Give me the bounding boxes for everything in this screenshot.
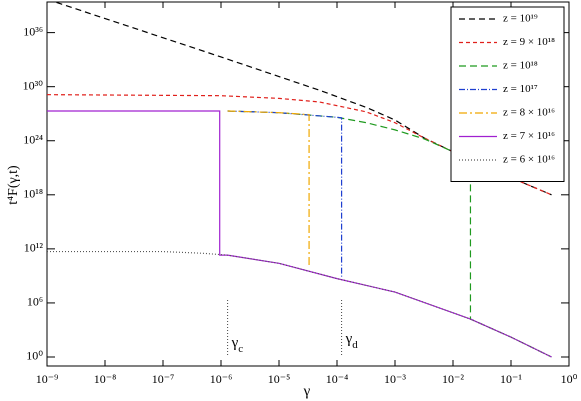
x-tick-label: 10⁰ — [561, 372, 578, 386]
plot-frame — [46, 1, 570, 367]
annotation-subscript: d — [352, 339, 358, 351]
x-tick-label: 10⁻⁹ — [36, 372, 59, 386]
x-tick-label: 10⁻⁷ — [152, 372, 175, 386]
y-axis-label: t⁴F(γ,t) — [6, 165, 21, 205]
legend-label: z = 6 × 10¹⁶ — [503, 154, 555, 166]
legend-label: z = 10¹⁹ — [503, 13, 538, 25]
annotation: γd — [345, 331, 359, 350]
series-line — [53, 2, 552, 196]
legend-label: z = 9 × 10¹⁸ — [503, 36, 555, 48]
y-tick-label: 10¹⁸ — [23, 187, 43, 201]
x-axis-label: γ — [303, 383, 311, 399]
annotation-subscript: c — [238, 343, 243, 355]
annotation: γc — [231, 335, 244, 354]
legend-box — [450, 6, 565, 182]
legend-label: z = 10¹⁷ — [503, 83, 538, 95]
x-tick-label: 10⁻⁴ — [326, 372, 349, 386]
y-tick-label: 10⁶ — [27, 295, 43, 309]
series-line — [227, 110, 343, 278]
x-tick-label: 10⁻¹ — [500, 372, 522, 386]
y-tick-label: 10¹² — [24, 241, 44, 255]
y-tick-label: 10³⁰ — [23, 78, 44, 92]
legend-label: z = 10¹⁸ — [503, 60, 538, 72]
y-tick-label: 10²⁴ — [23, 132, 43, 146]
x-tick-label: 10⁻⁸ — [94, 372, 117, 386]
legend-label: z = 8 × 10¹⁶ — [503, 107, 555, 119]
y-tick-label: 10³⁶ — [23, 24, 43, 38]
legend-label: z = 7 × 10¹⁶ — [503, 130, 555, 142]
series-line — [227, 110, 310, 268]
y-tick-label: 10⁰ — [26, 349, 43, 363]
x-tick-label: 10⁻⁶ — [210, 372, 233, 386]
x-tick-label: 10⁻³ — [384, 372, 406, 386]
lines — [47, 2, 552, 358]
x-tick-label: 10⁻² — [442, 372, 464, 386]
annotation-symbol: γ — [345, 331, 353, 347]
series-line — [47, 250, 552, 358]
x-tick-label: 10⁻⁵ — [268, 372, 291, 386]
annotation-symbol: γ — [231, 335, 239, 351]
